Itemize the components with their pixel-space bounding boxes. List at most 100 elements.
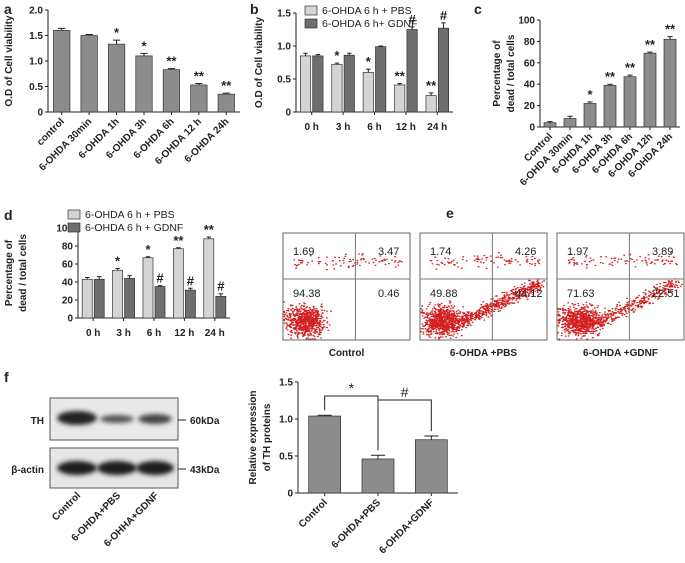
- cell-events: [283, 253, 404, 340]
- bar: [361, 458, 395, 494]
- bar: [80, 35, 98, 113]
- error-bar: [370, 454, 386, 459]
- bar: [135, 55, 153, 113]
- error-bar: [441, 22, 446, 29]
- x-tick-label: 3 h: [336, 122, 350, 133]
- quadrant-percent: 71.63: [567, 288, 595, 300]
- bar: [563, 118, 577, 128]
- y-tick-label: 80: [524, 37, 536, 48]
- x-tick-label: 3 h: [116, 328, 130, 339]
- flow-plot-label: 6-OHDA +GDNF: [583, 348, 658, 359]
- significance-marker: **: [194, 68, 205, 83]
- error-bar: [145, 256, 151, 258]
- y-tick-label: 0: [67, 314, 73, 325]
- legend-swatch: [67, 222, 81, 233]
- y-axis-label: dead / total cells: [506, 34, 517, 112]
- significance-marker: *: [141, 38, 147, 53]
- y-tick-label: 100: [518, 16, 535, 27]
- y-tick-label: 1.5: [279, 378, 293, 389]
- bar: [203, 238, 215, 319]
- bar: [185, 289, 196, 319]
- x-tick-label: Control: [297, 497, 330, 530]
- flow-plot-label: Control: [329, 348, 365, 359]
- legend-label: 6-OHDA 6 h+ GDNF: [322, 18, 417, 30]
- quadrant-percent: 1.69: [293, 246, 314, 258]
- y-tick-label: 80: [62, 242, 74, 253]
- x-tick-label: 24 h: [427, 122, 447, 133]
- error-bar: [378, 45, 383, 47]
- x-tick-label: 6-OHDA+GDNF: [377, 497, 436, 556]
- error-bar: [547, 121, 553, 123]
- bar: [394, 84, 406, 113]
- lane-label: Control: [50, 490, 83, 523]
- bar: [215, 296, 227, 319]
- error-bar: [317, 414, 332, 417]
- y-tick-label: 1.5: [29, 31, 43, 42]
- cell-events: [420, 252, 546, 340]
- error-bar: [206, 236, 211, 239]
- band-name: β-actin: [11, 465, 44, 476]
- flow-plot-label: 6-OHDA +PBS: [450, 348, 517, 359]
- error-bar: [85, 33, 93, 36]
- error-bar: [567, 115, 573, 119]
- bar: [142, 257, 154, 319]
- blot-band: [136, 461, 174, 475]
- legend-label: 6-OHDA 6 h + PBS: [322, 5, 412, 17]
- y-axis-label: O.D of Cell viability: [4, 15, 15, 107]
- y-tick-label: 40: [524, 80, 536, 91]
- bar: [107, 43, 126, 113]
- significance-marker: **: [665, 22, 676, 37]
- bar: [93, 278, 105, 319]
- significance-marker: *: [349, 380, 355, 396]
- error-bar: [587, 101, 593, 104]
- error-bar: [127, 275, 132, 279]
- y-tick-label: 60: [62, 260, 74, 271]
- significance-marker: *: [145, 242, 151, 257]
- bar: [663, 38, 677, 128]
- bar: [583, 103, 597, 128]
- significance-bracket: [377, 399, 432, 451]
- bar: [173, 248, 184, 319]
- bar: [124, 278, 135, 319]
- quadrant-percent: 3.89: [652, 246, 673, 258]
- y-tick-label: 1.0: [29, 57, 43, 68]
- x-tick-label: 6 h: [367, 122, 381, 133]
- y-tick-label: 0: [287, 489, 293, 500]
- band-size: 60kDa: [190, 416, 220, 427]
- x-tick-label: 12 h: [174, 328, 194, 339]
- quadrant-percent: 1.74: [430, 246, 451, 258]
- bar: [162, 69, 181, 113]
- bar: [112, 269, 123, 319]
- band-size: 43kDa: [190, 465, 220, 476]
- significance-marker: **: [426, 78, 437, 93]
- panel-label: b: [250, 1, 259, 17]
- significance-marker: *: [587, 87, 593, 102]
- bar: [312, 55, 324, 113]
- error-bar: [347, 52, 352, 56]
- y-tick-label: 0.5: [29, 82, 43, 93]
- blot-band: [138, 414, 172, 424]
- blot-band: [57, 411, 97, 425]
- y-axis-label: O.D of Cell viability: [254, 17, 265, 109]
- error-bar: [112, 39, 121, 45]
- significance-marker: **: [645, 37, 656, 52]
- y-tick-label: 20: [524, 101, 536, 112]
- error-bar: [167, 68, 176, 70]
- y-tick-label: 0: [37, 108, 43, 119]
- error-bar: [627, 74, 633, 77]
- significance-marker: *: [114, 25, 120, 40]
- y-tick-label: 0.5: [279, 452, 293, 463]
- significance-marker: *: [115, 254, 121, 269]
- quadrant-percent: 22.51: [652, 288, 680, 300]
- y-tick-label: 20: [62, 296, 74, 307]
- bar: [308, 415, 342, 494]
- x-tick-label: 6 h: [147, 328, 161, 339]
- legend-swatch: [304, 5, 318, 16]
- error-bar: [366, 68, 371, 73]
- significance-marker: *: [366, 54, 372, 69]
- significance-marker: **: [605, 69, 616, 84]
- y-tick-label: 1.5: [277, 9, 291, 20]
- bar: [425, 95, 437, 113]
- y-tick-label: 2.0: [29, 6, 43, 17]
